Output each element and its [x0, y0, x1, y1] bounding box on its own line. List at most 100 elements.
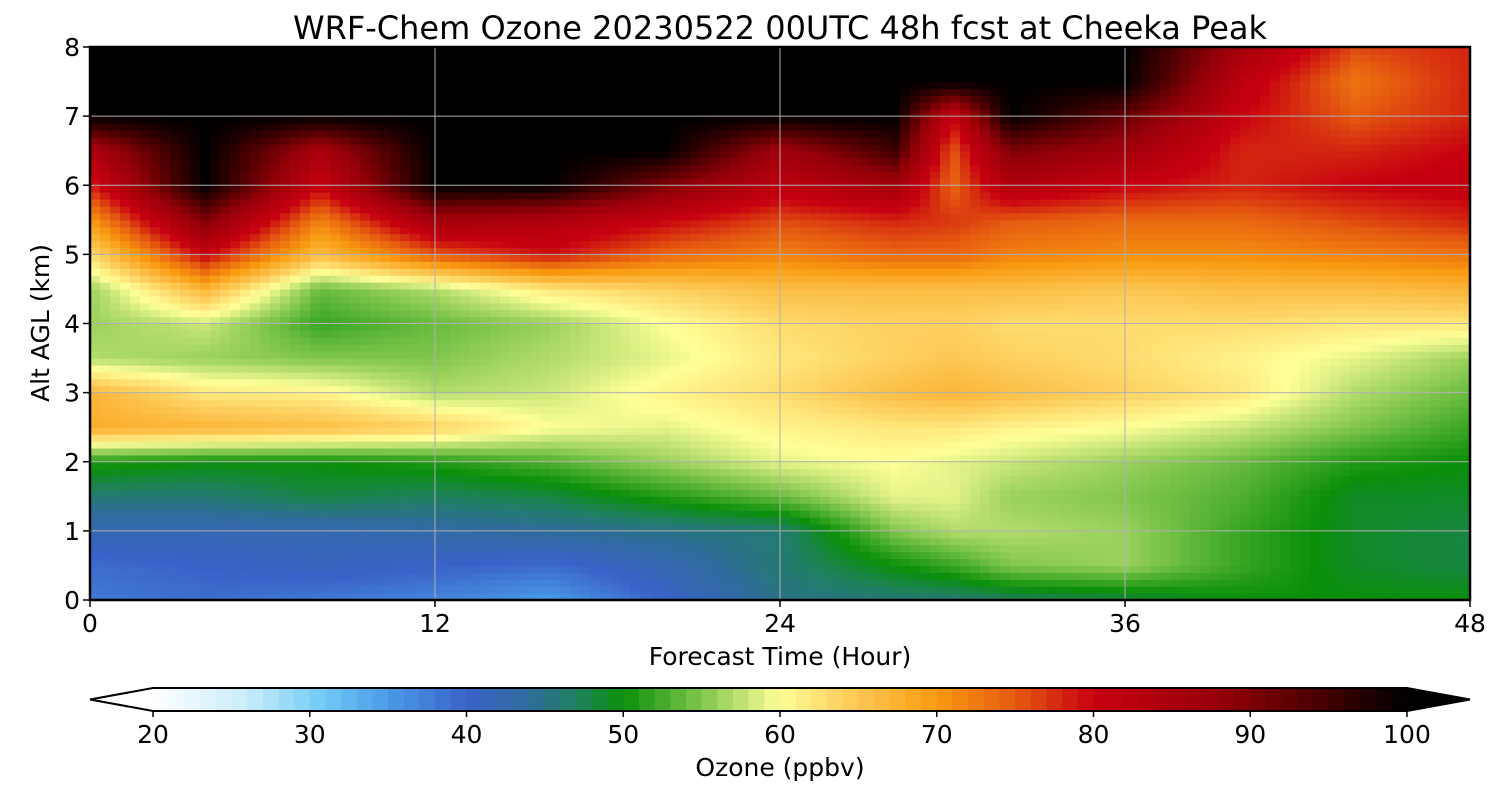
heatmap-cell [450, 434, 461, 442]
heatmap-cell [550, 468, 561, 477]
heatmap-cell [480, 489, 491, 497]
heatmap-cell [470, 537, 481, 546]
heatmap-cell [1190, 461, 1201, 470]
heatmap-cell [1450, 537, 1461, 546]
heatmap-cell [480, 530, 491, 539]
heatmap-cell [1000, 385, 1011, 394]
heatmap-cell [1300, 441, 1311, 449]
heatmap-cell [300, 496, 311, 504]
heatmap-cell [810, 413, 821, 421]
heatmap-cell [610, 441, 621, 449]
heatmap-cell [660, 586, 671, 594]
heatmap-cell [880, 558, 891, 567]
heatmap-cell [770, 406, 781, 414]
heatmap-cell [160, 537, 171, 546]
heatmap-cell [1070, 496, 1081, 504]
heatmap-cell [110, 489, 121, 497]
heatmap-cell [1190, 517, 1201, 525]
heatmap-cell [460, 482, 471, 490]
heatmap-cell [820, 420, 831, 428]
heatmap-cell [170, 565, 181, 573]
heatmap-cell [200, 468, 211, 477]
heatmap-cell [360, 447, 371, 456]
heatmap-cell [130, 475, 141, 484]
heatmap-cell [1180, 364, 1191, 373]
heatmap-cell [570, 475, 581, 484]
heatmap-cell [1100, 565, 1111, 573]
heatmap-cell [730, 358, 741, 366]
heatmap-cell [180, 461, 191, 470]
heatmap-cell [590, 392, 601, 401]
heatmap-cell [870, 434, 881, 442]
heatmap-cell [1160, 434, 1171, 442]
heatmap-cell [1060, 544, 1071, 553]
heatmap-cell [770, 364, 781, 373]
heatmap-cell [960, 371, 971, 380]
heatmap-cell [1380, 399, 1391, 408]
heatmap-cell [710, 510, 721, 518]
heatmap-cell [870, 517, 881, 525]
heatmap-cell [1210, 461, 1221, 470]
heatmap-cell [1050, 523, 1061, 532]
heatmap-cell [790, 489, 801, 497]
heatmap-cell [400, 586, 411, 594]
heatmap-cell [240, 399, 251, 408]
heatmap-cell [760, 565, 771, 573]
heatmap-cell [600, 392, 611, 401]
heatmap-cell [230, 593, 241, 601]
heatmap-cell [360, 434, 371, 442]
heatmap-cell [90, 565, 101, 573]
heatmap-cell [440, 530, 451, 539]
heatmap-cell [580, 586, 591, 594]
heatmap-cell [360, 385, 371, 394]
heatmap-cell [650, 406, 661, 414]
heatmap-cell [1230, 523, 1241, 532]
heatmap-cell [710, 572, 721, 580]
heatmap-cell [940, 392, 951, 401]
heatmap-cell [600, 551, 611, 560]
heatmap-cell [300, 468, 311, 477]
heatmap-cell [660, 454, 671, 463]
heatmap-cell [750, 475, 761, 484]
heatmap-cell [880, 510, 891, 518]
heatmap-cell [410, 579, 421, 587]
heatmap-cell [120, 454, 131, 463]
heatmap-cell [600, 537, 611, 546]
heatmap-cell [1390, 364, 1401, 373]
heatmap-cell [1210, 475, 1221, 484]
heatmap-cell [810, 530, 821, 539]
heatmap-cell [420, 510, 431, 518]
heatmap-cell [720, 447, 731, 456]
heatmap-cell [150, 364, 161, 373]
heatmap-cell [1240, 364, 1251, 373]
heatmap-cell [290, 544, 301, 553]
heatmap-cell [1050, 447, 1061, 456]
heatmap-cell [460, 420, 471, 428]
heatmap-cell [1460, 399, 1471, 408]
heatmap-cell [490, 475, 501, 484]
heatmap-cell [390, 399, 401, 408]
heatmap-cell [1260, 551, 1271, 560]
heatmap-cell [750, 565, 761, 573]
heatmap-cell [1230, 496, 1241, 504]
heatmap-cell [1240, 530, 1251, 539]
heatmap-cell [1210, 385, 1221, 394]
heatmap-cell [870, 427, 881, 435]
heatmap-cell [970, 364, 981, 373]
heatmap-cell [1000, 378, 1011, 387]
heatmap-cell [810, 475, 821, 484]
heatmap-cell [740, 392, 751, 401]
heatmap-cell [870, 420, 881, 428]
heatmap-cell [1160, 565, 1171, 573]
heatmap-cell [1290, 593, 1301, 601]
heatmap-cell [1370, 523, 1381, 532]
heatmap-cell [670, 537, 681, 546]
heatmap-cell [500, 447, 511, 456]
heatmap-cell [100, 358, 111, 366]
heatmap-cell [670, 558, 681, 567]
heatmap-cell [820, 558, 831, 567]
heatmap-cell [1390, 530, 1401, 539]
heatmap-cell [940, 517, 951, 525]
heatmap-cell [900, 475, 911, 484]
heatmap-cell [150, 510, 161, 518]
